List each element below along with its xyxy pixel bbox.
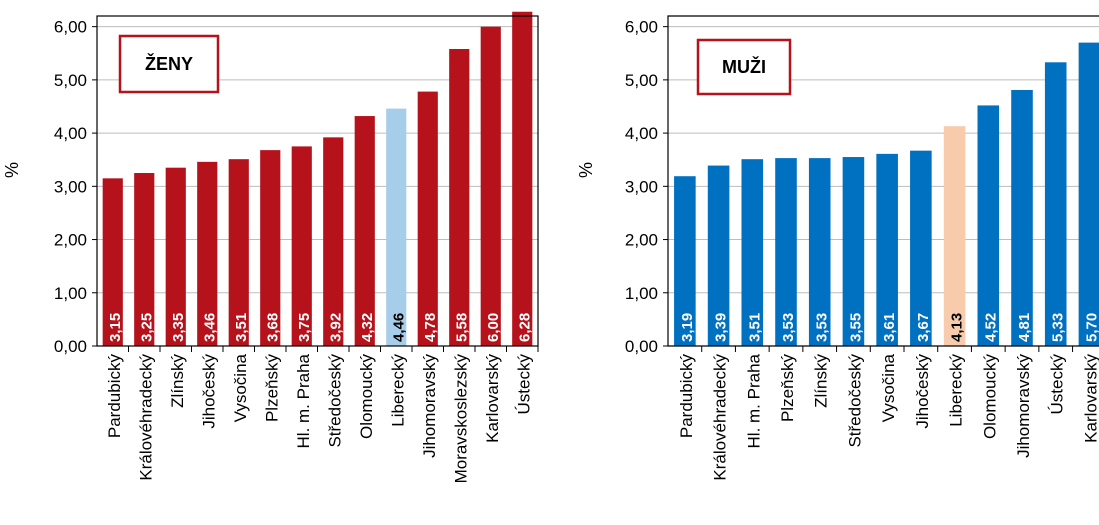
x-tick-label: Moravskoslezský — [451, 354, 470, 484]
x-tick-label: Karlovarský — [1081, 354, 1099, 443]
y-axis-label: % — [2, 162, 22, 178]
x-tick-label: Karlovarský — [483, 354, 502, 443]
x-tick-label: Královéhradecký — [136, 354, 155, 481]
data-label: 4,46 — [390, 313, 407, 342]
y-tick-label: 2,00 — [54, 231, 87, 250]
x-tick-label: Ústecký — [514, 354, 533, 415]
data-label: 3,25 — [138, 313, 155, 342]
chart-title: ŽENY — [145, 53, 193, 74]
x-tick-label: Jihomoravský — [420, 354, 439, 458]
data-label: 4,78 — [422, 313, 439, 342]
data-label: 3,51 — [746, 313, 763, 342]
y-tick-label: 5,00 — [625, 71, 658, 90]
y-tick-label: 6,00 — [625, 18, 658, 37]
x-tick-label: Plzeňský — [262, 354, 281, 423]
data-label: 4,13 — [949, 313, 966, 342]
data-label: 5,33 — [1050, 313, 1067, 342]
data-label: 3,75 — [296, 313, 313, 342]
chart-1-group: 0,00 1,00 2,00 3,00 4,00 5,00 6,00 3,19 Pardubic… — [576, 16, 1099, 483]
x-tick-label: Plzeňský — [778, 354, 797, 423]
data-label: 6,00 — [485, 313, 502, 342]
y-tick-label: 3,00 — [625, 177, 658, 196]
bar — [449, 49, 469, 346]
bar — [1011, 90, 1033, 346]
data-label: 3,92 — [327, 313, 344, 342]
y-tick-label: 0,00 — [625, 337, 658, 356]
data-label: 3,67 — [915, 313, 932, 342]
x-tick-label: Zlínský — [168, 354, 187, 408]
y-tick-label: 4,00 — [54, 124, 87, 143]
y-tick-label: 0,00 — [54, 337, 87, 356]
bar — [977, 105, 999, 346]
data-label: 5,58 — [453, 313, 470, 342]
bar — [355, 116, 375, 346]
x-tick-label: Pardubický — [677, 354, 696, 439]
bar — [418, 92, 438, 346]
x-tick-label: Hl. m. Praha — [294, 353, 313, 448]
bar — [512, 12, 532, 346]
bar — [1079, 43, 1099, 346]
y-tick-label: 2,00 — [625, 231, 658, 250]
x-tick-label: Jihomoravský — [1014, 354, 1033, 458]
data-label: 3,15 — [107, 313, 124, 342]
x-tick-label: Vysočina — [231, 353, 250, 422]
data-label: 3,53 — [780, 313, 797, 342]
data-label: 3,51 — [233, 313, 250, 342]
data-label: 3,46 — [201, 313, 218, 342]
data-label: 4,32 — [359, 313, 376, 342]
data-label: 4,81 — [1016, 313, 1033, 342]
y-axis-label: % — [576, 162, 596, 178]
x-tick-label: Liberecký — [947, 354, 966, 427]
bar — [386, 109, 406, 346]
data-label: 3,53 — [814, 313, 831, 342]
data-label: 3,35 — [170, 313, 187, 342]
x-tick-label: Olomoucký — [357, 354, 376, 440]
y-tick-label: 6,00 — [54, 18, 87, 37]
data-label: 5,70 — [1083, 313, 1099, 342]
x-tick-label: Královéhradecký — [711, 354, 730, 481]
bar — [481, 27, 501, 346]
data-label: 3,55 — [847, 313, 864, 342]
data-label: 3,61 — [881, 313, 898, 342]
x-tick-label: Vysočina — [879, 353, 898, 422]
y-tick-label: 4,00 — [625, 124, 658, 143]
x-tick-label: Středočeský — [325, 354, 344, 448]
x-tick-label: Středočeský — [845, 354, 864, 448]
y-tick-label: 1,00 — [54, 284, 87, 303]
x-tick-label: Zlínský — [812, 354, 831, 408]
x-tick-label: Jihočeský — [913, 354, 932, 429]
x-tick-label: Jihočeský — [199, 354, 218, 429]
data-label: 3,68 — [264, 313, 281, 342]
data-label: 3,19 — [679, 313, 696, 342]
chart-0-group: 0,00 1,00 2,00 3,00 4,00 5,00 6,00 3,15 Pardubic… — [2, 12, 538, 484]
x-tick-label: Pardubický — [105, 354, 124, 439]
x-tick-label: Ústecký — [1048, 354, 1067, 415]
bar — [1045, 62, 1067, 346]
y-tick-label: 1,00 — [625, 284, 658, 303]
y-tick-label: 3,00 — [54, 177, 87, 196]
chart-title: MUŽI — [722, 56, 766, 77]
x-tick-label: Liberecký — [388, 354, 407, 427]
x-tick-label: Olomoucký — [980, 354, 999, 440]
data-label: 4,52 — [982, 313, 999, 342]
data-label: 3,39 — [713, 313, 730, 342]
x-tick-label: Hl. m. Praha — [744, 353, 763, 448]
y-tick-label: 5,00 — [54, 71, 87, 90]
data-label: 6,28 — [516, 313, 533, 342]
